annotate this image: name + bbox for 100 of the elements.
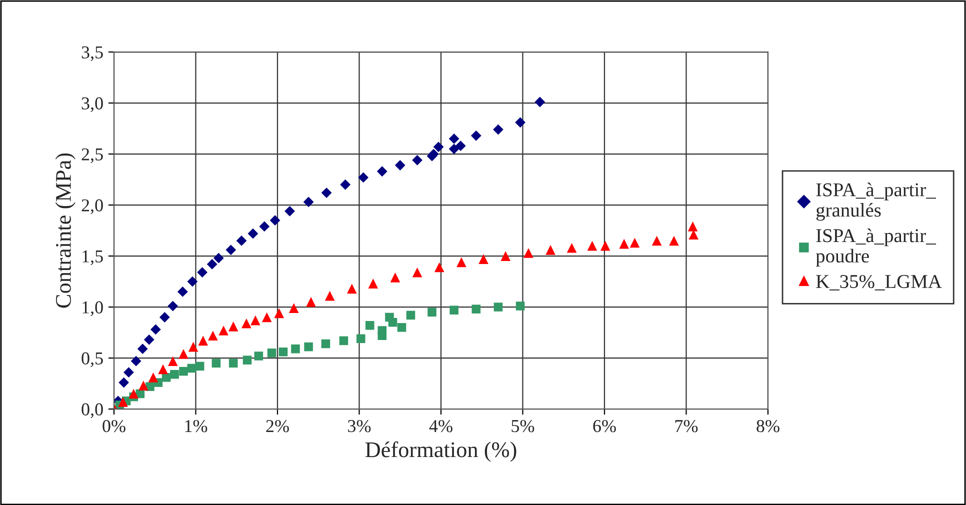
point	[278, 348, 288, 356]
point	[242, 318, 252, 328]
point	[397, 323, 406, 332]
point	[494, 302, 503, 312]
x-tick-label: 4%	[429, 420, 452, 432]
point	[321, 188, 332, 198]
point	[262, 312, 272, 322]
point	[346, 284, 357, 294]
point	[138, 380, 148, 390]
y-tick-label: 1,5	[82, 250, 103, 266]
y-tick-label: 2,0	[82, 199, 103, 214]
point	[434, 262, 444, 272]
point	[303, 196, 314, 208]
point	[198, 336, 208, 346]
point	[600, 240, 610, 251]
point	[630, 238, 640, 248]
point	[433, 142, 444, 152]
point	[291, 344, 300, 354]
point	[524, 248, 534, 258]
point	[619, 238, 630, 249]
point	[248, 228, 258, 239]
y-tick-label: 0,0	[82, 403, 103, 418]
point	[304, 342, 313, 352]
point	[470, 130, 482, 141]
point	[472, 304, 481, 314]
point	[340, 179, 351, 190]
point	[368, 278, 378, 288]
point	[226, 244, 236, 256]
point	[448, 134, 460, 144]
point	[688, 230, 698, 240]
point	[188, 342, 198, 352]
point	[412, 154, 422, 166]
y-tick-label: 1,0	[82, 301, 103, 316]
point	[669, 236, 679, 246]
point	[270, 215, 280, 226]
point	[428, 308, 436, 317]
point	[148, 372, 158, 382]
y-tick-label: 3,0	[82, 97, 103, 112]
point	[197, 267, 208, 278]
point	[168, 300, 178, 312]
point	[212, 358, 221, 368]
point	[242, 356, 252, 364]
x-tick-label: 7%	[675, 420, 698, 432]
point	[228, 358, 238, 368]
y-tick-label: 2,5	[82, 148, 103, 164]
point	[478, 254, 488, 264]
point	[456, 257, 466, 268]
point	[118, 397, 128, 407]
point	[137, 344, 148, 354]
point	[450, 306, 458, 314]
point	[339, 336, 348, 346]
y-tick-label: 3,5	[82, 46, 103, 62]
point	[213, 252, 224, 264]
point	[306, 297, 316, 307]
point	[546, 245, 556, 255]
point	[515, 117, 526, 128]
point	[358, 172, 369, 183]
y-axis-title: Contrainte (MPa)	[55, 153, 76, 308]
point	[144, 334, 154, 345]
x-tick-label: 5%	[512, 420, 534, 432]
point	[250, 315, 260, 326]
point	[128, 388, 139, 399]
point	[208, 330, 218, 341]
point	[406, 310, 416, 320]
x-tick-label: 2%	[266, 420, 289, 432]
point	[218, 326, 228, 336]
point	[274, 308, 284, 318]
point	[170, 370, 179, 379]
x-tick-label: 6%	[593, 420, 616, 432]
point	[388, 318, 398, 327]
point	[376, 166, 388, 177]
point	[130, 356, 142, 366]
y-tick-label: 0,5	[82, 352, 103, 368]
point	[179, 366, 188, 376]
point	[356, 334, 366, 344]
x-tick-label: 0%	[102, 420, 126, 432]
point	[206, 259, 218, 270]
point	[288, 303, 299, 313]
point	[448, 144, 460, 154]
point	[150, 324, 161, 335]
point	[394, 160, 406, 170]
point	[195, 362, 204, 371]
point	[177, 286, 188, 297]
point	[284, 206, 295, 216]
x-axis-title: Déformation (%)	[365, 441, 516, 462]
point	[321, 339, 330, 348]
point	[159, 312, 170, 322]
point	[124, 367, 134, 378]
point	[187, 276, 198, 287]
point	[254, 352, 264, 360]
point	[493, 124, 504, 135]
point	[365, 321, 374, 330]
legend-label: K_35%_LGMA	[816, 274, 942, 290]
point	[652, 236, 662, 246]
point	[236, 236, 247, 246]
point	[118, 377, 129, 388]
point	[168, 356, 178, 366]
point	[390, 272, 400, 282]
point	[412, 267, 422, 278]
x-tick-label: 8%	[756, 420, 780, 432]
